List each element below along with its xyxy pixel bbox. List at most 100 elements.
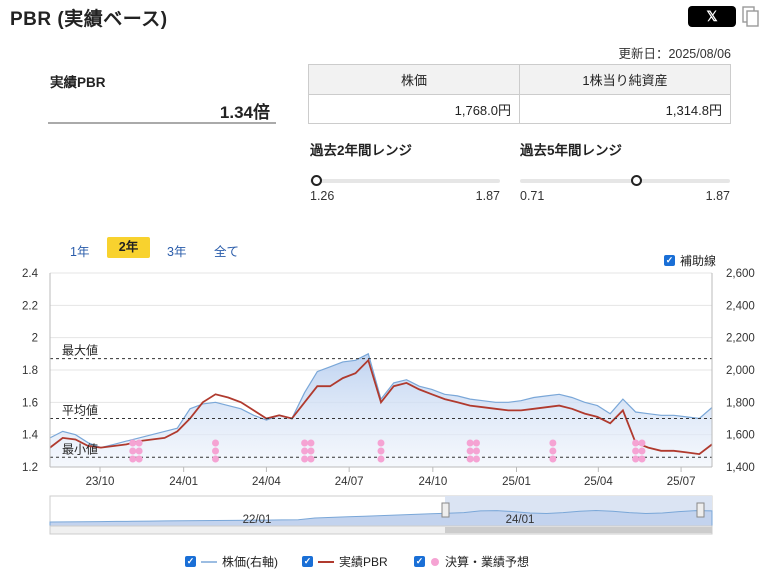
- legend-pbr-label: 実績PBR: [339, 555, 388, 569]
- earnings-dot: [135, 447, 143, 455]
- earnings-dot: [307, 455, 315, 463]
- earnings-dot: [638, 439, 646, 447]
- range-5y-max: 1.87: [705, 189, 730, 203]
- earnings-dot: [472, 455, 480, 463]
- y-tick-left: 2.4: [22, 268, 39, 280]
- line-swatch-icon: [201, 560, 217, 563]
- earnings-dot: [377, 447, 385, 455]
- earnings-dot: [472, 447, 480, 455]
- navigator-label: 22/01: [243, 514, 272, 526]
- legend-price-label: 株価(右軸): [222, 555, 278, 569]
- range-5y-min: 0.71: [520, 189, 545, 203]
- earnings-dot: [549, 455, 557, 463]
- earnings-dot: [466, 447, 474, 455]
- pbr-underline: [48, 122, 276, 124]
- earnings-dot: [466, 455, 474, 463]
- earnings-dot: [212, 455, 219, 463]
- earnings-dot: [135, 439, 143, 447]
- y-tick-right: 2,200: [726, 333, 755, 345]
- pbr-chart: 1.2 1,400 1.4 1,600 1.6 1,800 1.8 2,000 2 2,200 2.…: [22, 268, 755, 535]
- earnings-dot: [307, 439, 315, 447]
- pbr-label: 実績PBR: [50, 75, 106, 90]
- checkbox-icon[interactable]: ✓: [185, 556, 196, 567]
- range-5y-marker: [630, 175, 642, 186]
- legend-earnings-label: 決算・業績予想: [445, 555, 530, 569]
- table-header-price: 株価: [308, 64, 520, 95]
- y-tick-left: 1.6: [22, 397, 38, 409]
- legend-pbr[interactable]: ✓ 実績PBR: [302, 553, 388, 570]
- ref-avg-label: 平均値: [62, 403, 98, 418]
- updated-date: 更新日：2025/08/06: [618, 47, 731, 61]
- earnings-dot: [129, 439, 137, 447]
- earnings-dot: [129, 455, 137, 463]
- range-2y-max: 1.87: [475, 189, 500, 203]
- x-tick-label: 25/07: [667, 476, 696, 488]
- y-tick-right: 2,000: [726, 365, 755, 377]
- checkbox-icon[interactable]: ✓: [414, 556, 425, 567]
- legend-price[interactable]: ✓ 株価(右軸): [185, 553, 278, 570]
- range-2y-track: [310, 179, 500, 183]
- earnings-dot: [377, 439, 385, 447]
- table-header-bps: 1株当り純資産: [519, 64, 731, 95]
- tab-all[interactable]: 全て: [214, 245, 240, 259]
- earnings-dot: [212, 439, 219, 447]
- navigator-handle-left: [441, 502, 450, 518]
- earnings-dot: [638, 455, 646, 463]
- y-tick-left: 1.2: [22, 462, 38, 474]
- table-cell-price: 1,768.0円: [308, 94, 520, 124]
- earnings-dot: [135, 455, 143, 463]
- x-tick-label: 24/04: [252, 476, 281, 488]
- earnings-dot: [466, 439, 474, 447]
- range-5y-track: [520, 179, 730, 183]
- navigator-handle-right: [696, 502, 705, 518]
- y-tick-right: 1,600: [726, 430, 755, 442]
- copy-icon[interactable]: [742, 6, 760, 28]
- table-cell-bps: 1,314.8円: [519, 94, 731, 124]
- earnings-dot: [377, 455, 385, 463]
- range-5y-label: 過去5年間レンジ: [520, 143, 623, 158]
- ref-min-label: 最小値: [62, 441, 98, 456]
- y-tick-left: 1.8: [22, 365, 38, 377]
- aux-line-label: 補助線: [680, 254, 717, 268]
- earnings-dot: [301, 455, 309, 463]
- price-bps-table: 株価 1株当り純資産 1,768.0円 1,314.8円: [308, 64, 731, 124]
- price-line: [49, 352, 713, 449]
- earnings-dot: [129, 447, 137, 455]
- range-2y-label: 過去2年間レンジ: [310, 143, 413, 158]
- scrollbar-thumb: [445, 527, 712, 533]
- range-2y-marker: [310, 175, 322, 186]
- y-tick-left: 2: [32, 333, 38, 345]
- checkbox-icon[interactable]: ✓: [302, 556, 313, 567]
- aux-line-toggle[interactable]: ✓ 補助線: [664, 252, 716, 269]
- tab-2y[interactable]: 2年: [107, 237, 150, 258]
- x-tick-label: 24/07: [335, 476, 364, 488]
- y-tick-left: 2.2: [22, 300, 38, 312]
- earnings-dot: [307, 447, 315, 455]
- pbr-line: [49, 358, 713, 456]
- navigator-series: [49, 509, 713, 527]
- legend-earnings[interactable]: ✓ 決算・業績予想: [414, 553, 529, 570]
- dot-swatch-icon: [431, 557, 439, 566]
- y-tick-right: 2,600: [726, 268, 755, 280]
- pbr-value: 1.34倍: [219, 103, 270, 122]
- y-tick-right: 1,800: [726, 397, 755, 409]
- tab-1y[interactable]: 1年: [70, 245, 90, 259]
- earnings-dot: [549, 439, 557, 447]
- x-tick-label: 25/04: [584, 476, 613, 488]
- y-tick-right: 1,400: [726, 462, 755, 474]
- earnings-dot: [632, 447, 640, 455]
- checkbox-icon[interactable]: ✓: [664, 255, 675, 266]
- earnings-dot: [301, 447, 309, 455]
- x-share-button[interactable]: 𝕏: [688, 6, 736, 27]
- y-tick-left: 1.4: [22, 430, 39, 442]
- earnings-dot: [472, 439, 480, 447]
- tab-3y[interactable]: 3年: [167, 245, 187, 259]
- x-tick-label: 25/01: [502, 476, 531, 488]
- price-area: [50, 353, 712, 467]
- y-tick-right: 2,400: [726, 300, 755, 312]
- x-tick-label: 24/01: [169, 476, 198, 488]
- page-title: PBR (実績ベース): [10, 9, 168, 30]
- ref-max-label: 最大値: [62, 343, 98, 358]
- x-tick-label: 24/10: [418, 476, 447, 488]
- line-swatch-icon: [318, 560, 334, 563]
